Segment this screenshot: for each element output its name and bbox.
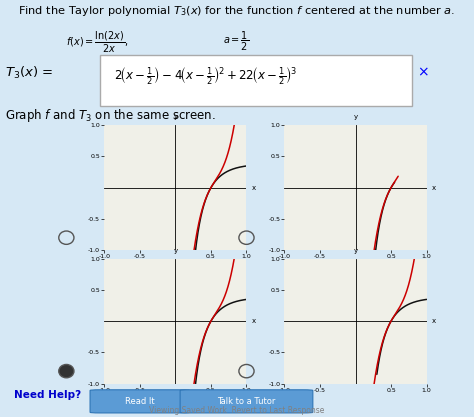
- Text: x: x: [432, 318, 437, 324]
- Text: Read It: Read It: [125, 397, 155, 406]
- Text: $f(x) = \dfrac{\ln(2x)}{2x},$: $f(x) = \dfrac{\ln(2x)}{2x},$: [66, 30, 129, 55]
- Text: $\times$: $\times$: [417, 65, 429, 79]
- Text: x: x: [252, 318, 256, 324]
- Text: $2\!\left(x-\frac{1}{2}\right)-4\!\left(x-\frac{1}{2}\right)^{\!2}+22\!\left(x-\: $2\!\left(x-\frac{1}{2}\right)-4\!\left(…: [114, 65, 297, 86]
- Text: Need Help?: Need Help?: [14, 390, 82, 400]
- Text: Talk to a Tutor: Talk to a Tutor: [217, 397, 276, 406]
- Text: $T_3(x)$ =: $T_3(x)$ =: [5, 65, 53, 81]
- FancyBboxPatch shape: [90, 390, 190, 413]
- Text: y: y: [354, 248, 357, 254]
- FancyBboxPatch shape: [180, 390, 313, 413]
- Text: y: y: [354, 114, 357, 120]
- Text: y: y: [173, 114, 177, 120]
- Circle shape: [59, 364, 74, 378]
- Text: Viewing Saved Work  Revert to Last Response: Viewing Saved Work Revert to Last Respon…: [149, 406, 325, 415]
- Text: $a = \dfrac{1}{2}$: $a = \dfrac{1}{2}$: [223, 30, 249, 53]
- Text: x: x: [252, 185, 256, 191]
- Text: Graph $f$ and $T_3$ on the same screen.: Graph $f$ and $T_3$ on the same screen.: [5, 108, 216, 124]
- Text: x: x: [432, 185, 437, 191]
- Text: y: y: [173, 248, 177, 254]
- Text: Find the Taylor polynomial $T_3(x)$ for the function $f$ centered at the number : Find the Taylor polynomial $T_3(x)$ for …: [18, 3, 456, 18]
- FancyBboxPatch shape: [100, 55, 412, 106]
